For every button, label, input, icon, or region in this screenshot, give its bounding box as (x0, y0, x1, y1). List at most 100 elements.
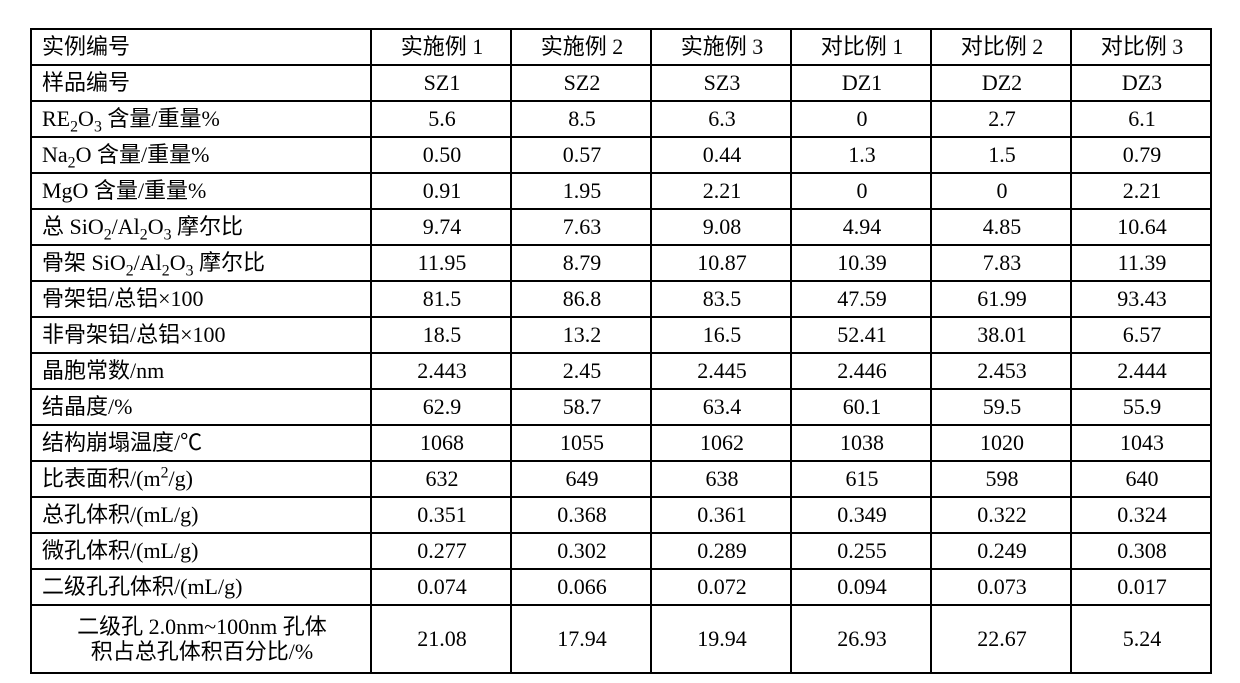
cell: 13.2 (511, 317, 651, 353)
row-label: 非骨架铝/总铝×100 (31, 317, 371, 353)
cell: 对比例 2 (931, 29, 1071, 65)
table-row: Na2O 含量/重量%0.500.570.441.31.50.79 (31, 137, 1211, 173)
cell: 38.01 (931, 317, 1071, 353)
table-row: 结晶度/%62.958.763.460.159.555.9 (31, 389, 1211, 425)
cell: 0.066 (511, 569, 651, 605)
cell: 0.361 (651, 497, 791, 533)
cell: 0.351 (371, 497, 511, 533)
table-row: 比表面积/(m2/g)632649638615598640 (31, 461, 1211, 497)
cell: 2.7 (931, 101, 1071, 137)
cell: 0.017 (1071, 569, 1211, 605)
cell: 6.3 (651, 101, 791, 137)
cell: 640 (1071, 461, 1211, 497)
cell: 18.5 (371, 317, 511, 353)
table-row: 实例编号实施例 1实施例 2实施例 3对比例 1对比例 2对比例 3 (31, 29, 1211, 65)
cell: 0 (931, 173, 1071, 209)
cell: SZ2 (511, 65, 651, 101)
cell: 7.63 (511, 209, 651, 245)
cell: 0.324 (1071, 497, 1211, 533)
cell: 4.94 (791, 209, 931, 245)
cell: 0.302 (511, 533, 651, 569)
cell: 0.44 (651, 137, 791, 173)
cell: 对比例 1 (791, 29, 931, 65)
cell: 62.9 (371, 389, 511, 425)
cell: 0.79 (1071, 137, 1211, 173)
cell: 615 (791, 461, 931, 497)
cell: 2.453 (931, 353, 1071, 389)
cell: 10.39 (791, 245, 931, 281)
cell: 0 (791, 101, 931, 137)
row-label: 结晶度/% (31, 389, 371, 425)
table-row: 晶胞常数/nm2.4432.452.4452.4462.4532.444 (31, 353, 1211, 389)
cell: 5.6 (371, 101, 511, 137)
cell: 0.073 (931, 569, 1071, 605)
row-label: 微孔体积/(mL/g) (31, 533, 371, 569)
page: 实例编号实施例 1实施例 2实施例 3对比例 1对比例 2对比例 3样品编号SZ… (0, 0, 1240, 683)
cell: 26.93 (791, 605, 931, 673)
row-label: 二级孔 2.0nm~100nm 孔体积占总孔体积百分比/% (31, 605, 371, 673)
row-label: 比表面积/(m2/g) (31, 461, 371, 497)
row-label: MgO 含量/重量% (31, 173, 371, 209)
cell: 649 (511, 461, 651, 497)
table-row: 微孔体积/(mL/g)0.2770.3020.2890.2550.2490.30… (31, 533, 1211, 569)
cell: 2.45 (511, 353, 651, 389)
cell: 61.99 (931, 281, 1071, 317)
cell: 1020 (931, 425, 1071, 461)
cell: 0.349 (791, 497, 931, 533)
cell: 93.43 (1071, 281, 1211, 317)
cell: 0.322 (931, 497, 1071, 533)
cell: 对比例 3 (1071, 29, 1211, 65)
cell: 2.444 (1071, 353, 1211, 389)
cell: SZ1 (371, 65, 511, 101)
cell: 1068 (371, 425, 511, 461)
cell: 0 (791, 173, 931, 209)
cell: 9.74 (371, 209, 511, 245)
cell: 0.255 (791, 533, 931, 569)
cell: 63.4 (651, 389, 791, 425)
table-row: 结构崩塌温度/℃106810551062103810201043 (31, 425, 1211, 461)
row-label: 晶胞常数/nm (31, 353, 371, 389)
cell: 实施例 2 (511, 29, 651, 65)
cell: 638 (651, 461, 791, 497)
cell: 0.074 (371, 569, 511, 605)
row-label: 骨架 SiO2/Al2O3 摩尔比 (31, 245, 371, 281)
cell: 0.50 (371, 137, 511, 173)
cell: 4.85 (931, 209, 1071, 245)
cell: 1062 (651, 425, 791, 461)
cell: 11.95 (371, 245, 511, 281)
cell: 1043 (1071, 425, 1211, 461)
cell: 58.7 (511, 389, 651, 425)
cell: 2.445 (651, 353, 791, 389)
cell: 0.57 (511, 137, 651, 173)
cell: 55.9 (1071, 389, 1211, 425)
row-label: 二级孔孔体积/(mL/g) (31, 569, 371, 605)
cell: DZ3 (1071, 65, 1211, 101)
data-table: 实例编号实施例 1实施例 2实施例 3对比例 1对比例 2对比例 3样品编号SZ… (30, 28, 1212, 674)
cell: 6.1 (1071, 101, 1211, 137)
cell: 1038 (791, 425, 931, 461)
cell: 1.95 (511, 173, 651, 209)
cell: 5.24 (1071, 605, 1211, 673)
cell: 2.443 (371, 353, 511, 389)
cell: 1.5 (931, 137, 1071, 173)
cell: DZ1 (791, 65, 931, 101)
cell: 2.446 (791, 353, 931, 389)
cell: 598 (931, 461, 1071, 497)
table-row: 骨架 SiO2/Al2O3 摩尔比11.958.7910.8710.397.83… (31, 245, 1211, 281)
cell: 81.5 (371, 281, 511, 317)
table-row: 样品编号SZ1SZ2SZ3DZ1DZ2DZ3 (31, 65, 1211, 101)
table-row: RE2O3 含量/重量%5.68.56.302.76.1 (31, 101, 1211, 137)
cell: SZ3 (651, 65, 791, 101)
row-label: 骨架铝/总铝×100 (31, 281, 371, 317)
table-row: 二级孔孔体积/(mL/g)0.0740.0660.0720.0940.0730.… (31, 569, 1211, 605)
cell: 7.83 (931, 245, 1071, 281)
cell: 1055 (511, 425, 651, 461)
cell: 60.1 (791, 389, 931, 425)
cell: 632 (371, 461, 511, 497)
table-row: 总 SiO2/Al2O3 摩尔比9.747.639.084.944.8510.6… (31, 209, 1211, 245)
row-label: 结构崩塌温度/℃ (31, 425, 371, 461)
cell: 6.57 (1071, 317, 1211, 353)
cell: 0.368 (511, 497, 651, 533)
cell: 86.8 (511, 281, 651, 317)
cell: 0.072 (651, 569, 791, 605)
